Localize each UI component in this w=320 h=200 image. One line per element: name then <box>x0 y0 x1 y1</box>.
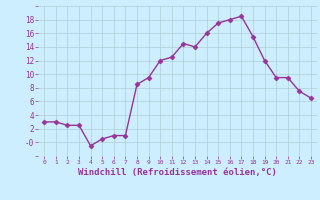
X-axis label: Windchill (Refroidissement éolien,°C): Windchill (Refroidissement éolien,°C) <box>78 168 277 177</box>
